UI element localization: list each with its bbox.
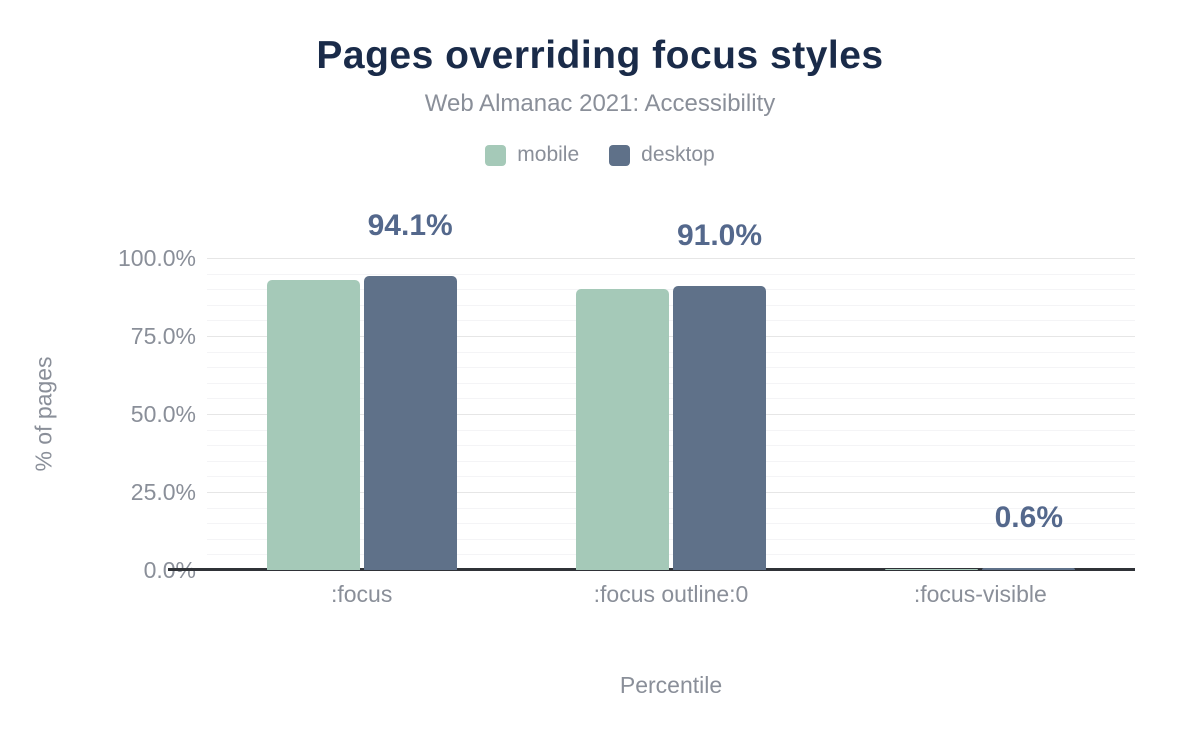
legend-item-mobile[interactable]: mobile bbox=[485, 143, 579, 167]
data-label-:focus outline:0: 91.0% bbox=[676, 219, 763, 253]
minor-gridline bbox=[207, 429, 1135, 431]
x-axis-title: Percentile bbox=[619, 672, 723, 698]
minor-gridline bbox=[207, 289, 1135, 291]
minor-gridline bbox=[207, 273, 1135, 275]
x-axis-tick-label: :focus bbox=[330, 581, 393, 607]
category-group-:focus-visible bbox=[826, 258, 1135, 570]
y-axis-tick-label: 75.0% bbox=[130, 323, 196, 349]
minor-gridline bbox=[207, 351, 1135, 353]
minor-gridline bbox=[207, 476, 1135, 478]
major-gridline bbox=[207, 258, 1135, 259]
legend-item-desktop[interactable]: desktop bbox=[609, 143, 715, 167]
bar-mobile-:focus[interactable] bbox=[266, 279, 360, 570]
y-axis-title: % of pages bbox=[30, 356, 57, 472]
y-axis-tick-label: 50.0% bbox=[130, 401, 196, 427]
minor-gridline bbox=[207, 538, 1135, 540]
minor-gridline bbox=[207, 445, 1135, 447]
minor-gridline bbox=[207, 507, 1135, 509]
legend-swatch-mobile-icon bbox=[485, 144, 507, 166]
chart-legend: mobile desktop bbox=[0, 143, 1200, 167]
data-label-:focus: 94.1% bbox=[367, 209, 453, 243]
legend-label: desktop bbox=[641, 143, 715, 166]
data-label-:focus-visible: 0.6% bbox=[994, 501, 1064, 535]
minor-gridline bbox=[207, 398, 1135, 400]
minor-gridline bbox=[207, 554, 1135, 556]
y-axis-tick-label: 25.0% bbox=[130, 479, 196, 505]
minor-gridline bbox=[207, 320, 1135, 322]
major-gridline bbox=[207, 336, 1135, 337]
bar-mobile-:focus outline:0[interactable] bbox=[575, 289, 669, 570]
bar-mobile-:focus-visible[interactable] bbox=[885, 568, 979, 570]
chart-title: Pages overriding focus styles bbox=[316, 34, 884, 77]
category-group-:focus outline:0 bbox=[516, 258, 825, 570]
minor-gridline bbox=[207, 460, 1135, 462]
y-axis-tick-label: 100.0% bbox=[117, 245, 196, 271]
major-gridline bbox=[207, 414, 1135, 415]
bar-desktop-:focus outline:0[interactable] bbox=[672, 286, 766, 570]
minor-gridline bbox=[207, 304, 1135, 306]
bar-desktop-:focus[interactable] bbox=[363, 276, 457, 570]
minor-gridline bbox=[207, 367, 1135, 369]
chart-subtitle: Web Almanac 2021: Accessibility bbox=[424, 90, 776, 117]
major-gridline bbox=[207, 492, 1135, 493]
bar-desktop-:focus-visible[interactable] bbox=[982, 568, 1076, 570]
category-group-:focus bbox=[207, 258, 516, 570]
minor-gridline bbox=[207, 523, 1135, 525]
x-axis-tick-label: :focus outline:0 bbox=[593, 581, 749, 607]
y-axis-tick-label: 0.0% bbox=[143, 557, 196, 583]
legend-label: mobile bbox=[517, 143, 580, 166]
x-axis-tick-label: :focus-visible bbox=[913, 581, 1047, 607]
minor-gridline bbox=[207, 382, 1135, 384]
legend-swatch-desktop-icon bbox=[609, 144, 631, 166]
